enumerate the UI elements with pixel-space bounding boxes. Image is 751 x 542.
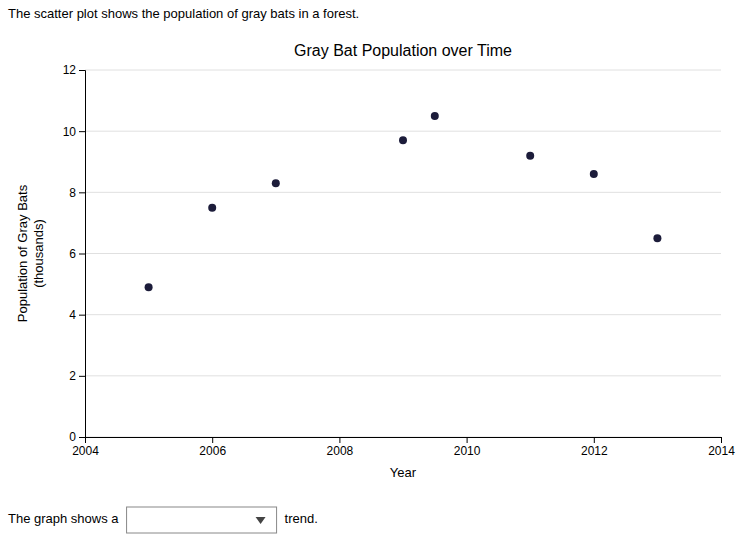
y-axis-label-line: Population of Gray Bats: [15, 184, 30, 322]
subtitle: The scatter plot shows the population of…: [8, 6, 359, 21]
point: [145, 283, 153, 291]
x-axis-tick: 2008: [327, 437, 354, 458]
y-axis-tick-mark: [79, 254, 85, 255]
x-axis-label: Year: [390, 465, 417, 480]
points: [145, 112, 662, 291]
grid-line: [85, 375, 721, 376]
x-axis-tick: 2014: [708, 437, 735, 458]
y-axis-tick: 12: [63, 63, 85, 77]
point: [431, 112, 439, 120]
x-axis-tick-label: 2014: [708, 444, 735, 458]
y-axis-tick: 6: [69, 247, 85, 261]
y-axis-tick: 2: [69, 369, 85, 383]
grid: [85, 70, 721, 437]
plot-area: 2004 2006 2008 2010 2012 2014 0 2 4 6 8 10 12 Year Pop…: [15, 63, 735, 480]
y-axis-tick-label: 4: [69, 308, 76, 322]
y-axis-tick: 0: [69, 430, 85, 444]
y-axis-tick-mark: [79, 131, 85, 132]
x-axis-tick: 2012: [581, 437, 608, 458]
annotation: The graph shows a: [8, 511, 119, 526]
annotation: trend.: [285, 511, 318, 526]
x-axis-tick-mark: [594, 437, 595, 443]
y-axis-tick-mark: [79, 315, 85, 316]
x-axis-tick: 2010: [454, 437, 481, 458]
x-axis-tick-mark: [339, 437, 340, 443]
x-axis: 2004 2006 2008 2010 2012 2014: [72, 437, 735, 458]
x-axis-tick: 2004: [72, 437, 99, 458]
grid-line: [85, 192, 721, 193]
point: [590, 170, 598, 178]
y-axis-tick-label: 10: [63, 125, 77, 139]
y-axis-tick: 10: [63, 125, 85, 139]
y-axis-tick: 4: [69, 308, 85, 322]
bottom-sentence: The graph shows a trend.: [8, 507, 318, 533]
title: Gray Bat Population over Time: [294, 42, 512, 59]
x-axis-tick-mark: [467, 437, 468, 443]
y-axis: 0 2 4 6 8 10 12: [63, 63, 86, 444]
point: [653, 234, 661, 242]
y-axis-tick-mark: [79, 70, 85, 71]
point: [526, 152, 534, 160]
grid-line: [85, 253, 721, 254]
dropdown-box: [127, 507, 277, 533]
y-axis-tick-label: 0: [69, 430, 76, 444]
chart-svg: The scatter plot shows the population of…: [0, 0, 751, 542]
y-axis-tick-label: 2: [69, 369, 76, 383]
y-axis-tick-mark: [79, 376, 85, 377]
x-axis-tick-label: 2006: [199, 444, 226, 458]
y-axis-tick-mark: [79, 192, 85, 193]
x-axis-tick: 2006: [199, 437, 226, 458]
y-axis-label-line: (thousands): [31, 219, 46, 288]
x-axis-tick-label: 2012: [581, 444, 608, 458]
grid-line: [85, 70, 721, 71]
point: [272, 179, 280, 187]
x-axis-line: [86, 438, 722, 444]
x-axis-tick-mark: [212, 437, 213, 443]
y-axis-tick-mark: [79, 437, 85, 438]
point: [208, 204, 216, 212]
y-axis-tick-label: 12: [63, 63, 77, 77]
point: [399, 136, 407, 144]
x-axis-tick-label: 2004: [72, 444, 99, 458]
x-axis-tick-label: 2008: [327, 444, 354, 458]
y-axis-label: Population of Gray Bats(thousands): [15, 184, 46, 322]
y-axis-line: [79, 71, 86, 438]
grid-line: [85, 314, 721, 315]
grid-line: [85, 131, 721, 132]
y-axis-tick-label: 6: [69, 247, 76, 261]
x-axis-tick-mark: [721, 437, 722, 443]
y-axis-tick: 8: [69, 186, 85, 200]
dropdown-arrow: [256, 517, 266, 524]
y-axis-tick-label: 8: [69, 186, 76, 200]
x-axis-tick-label: 2010: [454, 444, 481, 458]
